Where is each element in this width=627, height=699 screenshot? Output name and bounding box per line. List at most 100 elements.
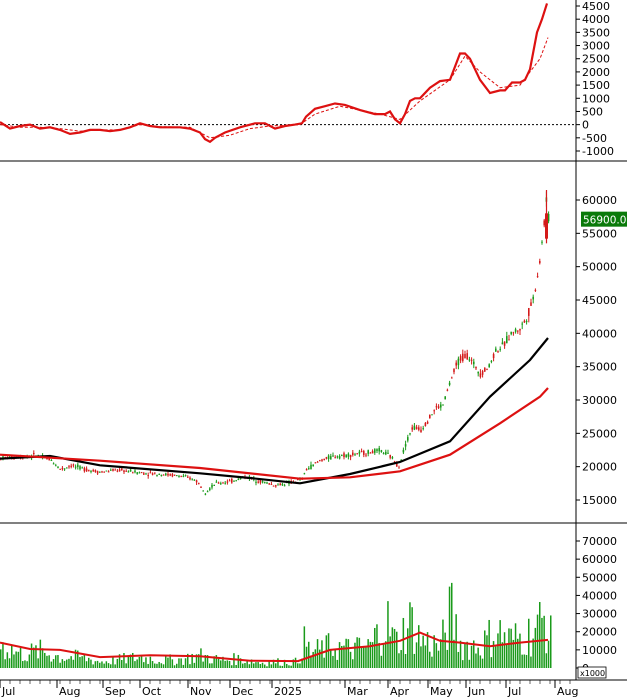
volume-bar: [508, 628, 510, 668]
candle-body: [72, 464, 75, 466]
volume-bar: [400, 650, 402, 668]
candle-body: [435, 406, 438, 408]
volume-bar: [539, 602, 541, 668]
candle-body: [57, 466, 59, 468]
candle-body: [433, 410, 435, 412]
volume-bar: [283, 659, 286, 668]
candle-body: [521, 323, 523, 325]
candle-body: [297, 479, 299, 481]
volume-bar: [286, 663, 288, 668]
volume-bar: [541, 617, 543, 668]
candle-body: [363, 450, 365, 455]
volume-bar: [72, 659, 75, 668]
candle-body: [61, 467, 64, 470]
volume-bar: [30, 643, 33, 668]
candle-body: [79, 466, 81, 470]
candle-body: [96, 471, 99, 474]
candle-body: [453, 368, 455, 373]
volume-unit-box: [577, 666, 607, 679]
oscillator-axis-tick-label: 4000: [582, 13, 610, 26]
candle-body: [156, 474, 158, 476]
volume-bar: [231, 665, 233, 668]
candle-body: [490, 360, 493, 362]
candle-body: [528, 308, 530, 316]
moving-average-long: [0, 387, 549, 480]
candle-body: [323, 458, 325, 461]
oscillator-axis-tick-label: 2000: [582, 66, 610, 79]
price-axis-tick-label: 45000: [582, 294, 617, 307]
candle-body: [426, 421, 429, 424]
candle-body: [534, 289, 537, 291]
volume-bar: [490, 657, 493, 668]
volume-bar: [345, 638, 347, 668]
candle-body: [424, 422, 427, 427]
candle-body: [532, 296, 534, 300]
volume-bar: [371, 642, 374, 668]
candle-body: [415, 427, 418, 430]
candle-body: [169, 474, 171, 476]
volume-bar: [358, 637, 361, 668]
volume-bar: [41, 648, 44, 668]
volume-bar: [112, 656, 114, 668]
candle-body: [105, 470, 108, 472]
volume-bar: [191, 653, 193, 668]
volume-bar: [257, 662, 259, 668]
volume-bar: [486, 635, 488, 668]
candle-body: [173, 474, 176, 476]
month-label: 2025: [274, 685, 302, 698]
volume-bar: [132, 652, 134, 668]
volume-bar: [209, 663, 211, 668]
candle-body: [356, 453, 358, 455]
candle-body: [367, 450, 369, 454]
candle-body: [413, 425, 416, 430]
volume-bar: [19, 647, 22, 668]
volume-bar: [193, 662, 196, 668]
oscillator-axis-tick-label: 1000: [582, 92, 610, 105]
volume-bar: [411, 607, 413, 668]
candle-body: [327, 455, 330, 460]
candle-body: [475, 366, 477, 369]
candle-body: [547, 213, 550, 222]
candle-body: [123, 470, 125, 473]
candle-body: [382, 453, 385, 455]
volume-bar: [470, 645, 473, 668]
volume-bar: [88, 657, 90, 668]
volume-bar: [140, 655, 143, 668]
volume-bar: [50, 661, 53, 668]
candle-body: [481, 371, 484, 375]
volume-bar: [321, 640, 323, 668]
volume-bar: [268, 661, 270, 668]
volume-bar: [396, 631, 398, 668]
month-label: Mar: [347, 685, 368, 698]
candle-body: [352, 452, 354, 456]
chart-frame: [0, 0, 627, 681]
volume-bar: [242, 663, 244, 668]
volume-bar: [272, 659, 275, 668]
candle-body: [178, 475, 180, 478]
volume-bar: [464, 643, 466, 668]
candle-body: [459, 356, 462, 361]
candle-body: [429, 414, 431, 419]
volume-bar: [501, 642, 504, 668]
candle-body: [310, 464, 312, 470]
price-axis-tick-label: 40000: [582, 327, 617, 340]
volume-bar: [435, 643, 438, 668]
candle-body: [217, 482, 220, 484]
volume-bar: [479, 655, 482, 668]
volume-bar: [459, 640, 462, 668]
candle-body: [140, 472, 143, 474]
candle-body: [107, 471, 110, 473]
candle-body: [167, 473, 169, 476]
candle-body: [138, 472, 141, 474]
volume-bar: [365, 646, 367, 668]
candle-body: [209, 488, 211, 490]
candle-body: [281, 483, 284, 486]
candle-body: [492, 354, 495, 359]
volume-bar: [226, 660, 229, 668]
candle-body: [151, 473, 154, 475]
candle-body: [404, 444, 407, 447]
candle-body: [512, 332, 515, 334]
volume-axis-tick-label: 20000: [582, 626, 617, 639]
volume-bar: [347, 639, 350, 668]
candle-body: [224, 482, 226, 484]
